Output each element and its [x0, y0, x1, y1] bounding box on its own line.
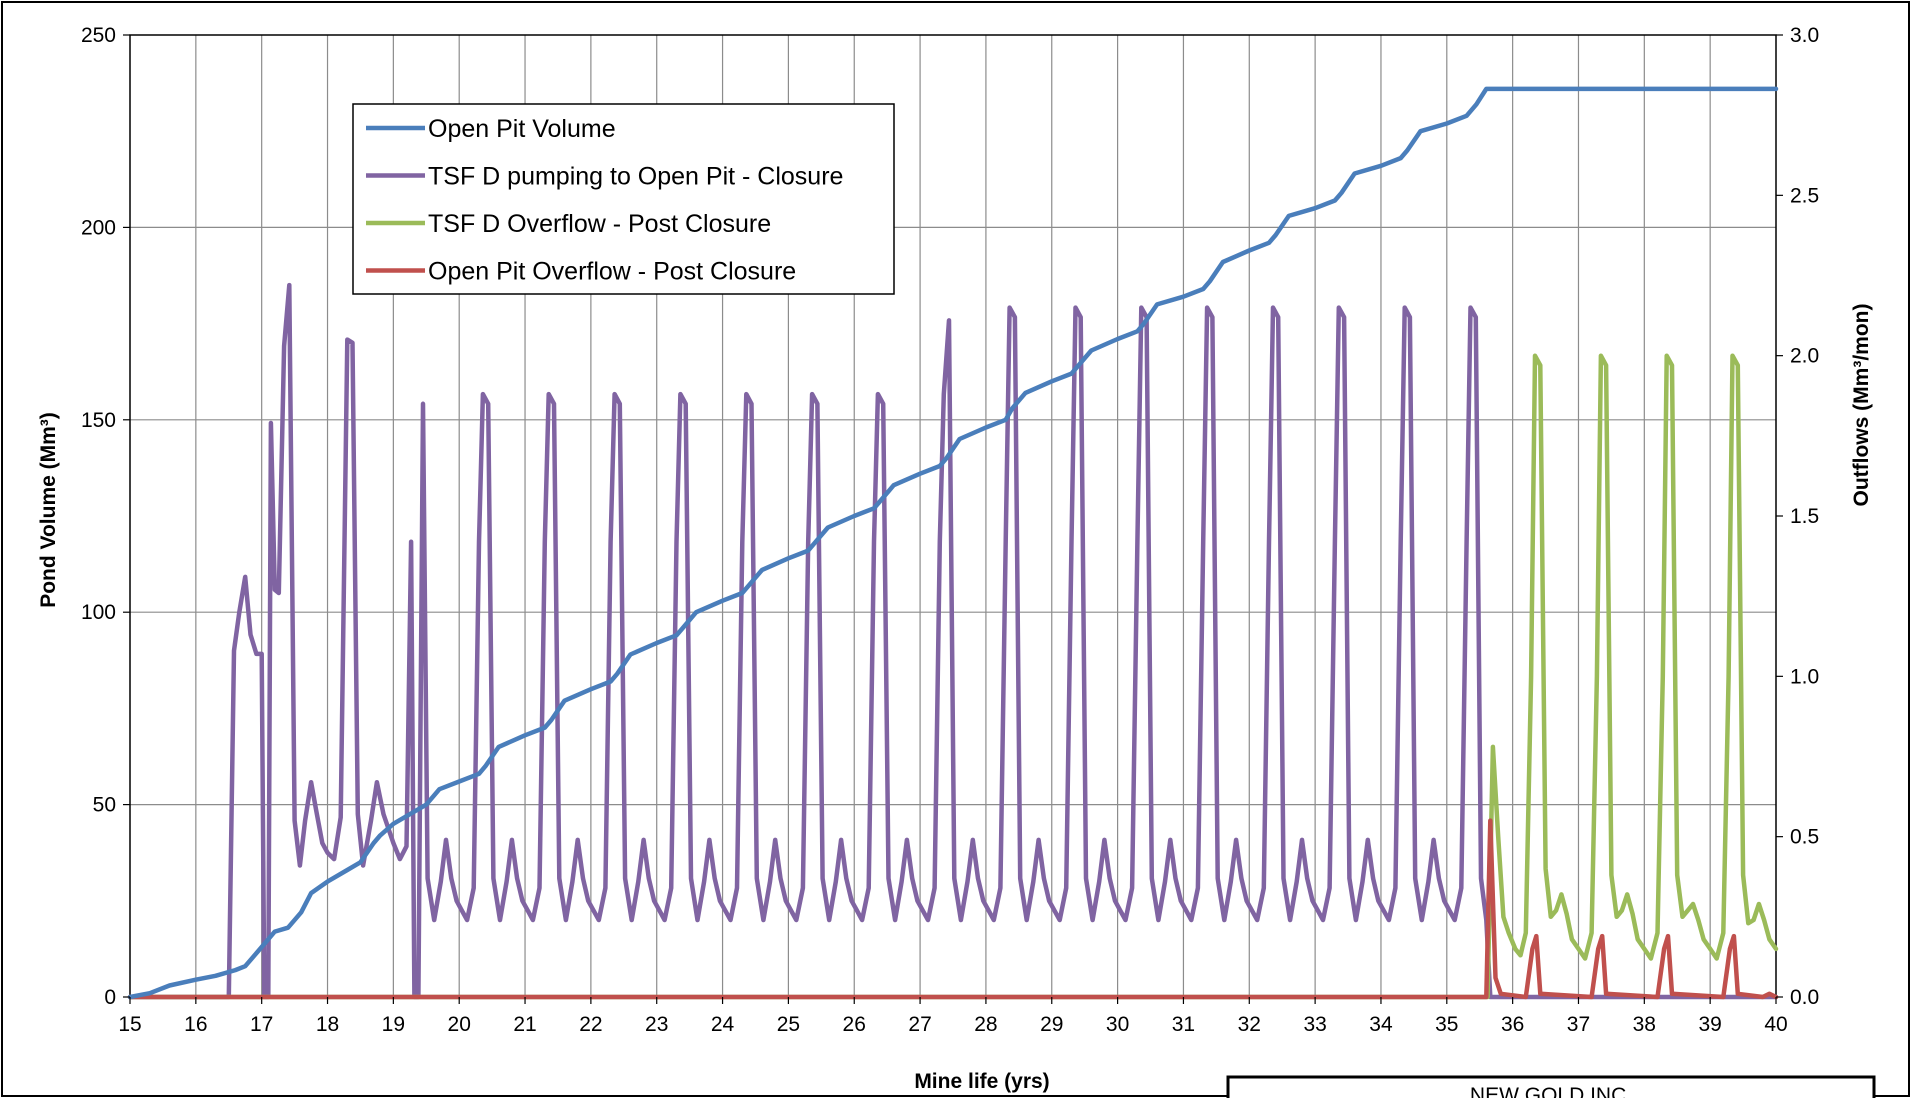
series-line-tsf-d-pumping-to-open-pit-closure — [127, 282, 1779, 1000]
x-tick-label: 37 — [1567, 1013, 1590, 1036]
series-group — [127, 86, 1779, 1000]
series-line-open-pit-overflow-post-closure — [127, 818, 1779, 1000]
x-tick-label: 31 — [1172, 1013, 1195, 1036]
series-line-tsf-d-overflow-post-closure — [127, 353, 1779, 1000]
y-tick-label: 0 — [104, 986, 116, 1009]
x-tick-label: 21 — [513, 1013, 536, 1036]
x-tick-label: 22 — [579, 1013, 602, 1036]
x-tick-label: 26 — [843, 1013, 866, 1036]
y-tick-label: 250 — [81, 24, 116, 47]
x-tick-label: 16 — [184, 1013, 207, 1036]
legend-label: Open Pit Overflow - Post Closure — [428, 258, 796, 286]
y2-tick-label: 2.0 — [1790, 345, 1819, 368]
x-tick-label: 25 — [777, 1013, 800, 1036]
x-tick-label: 19 — [382, 1013, 405, 1036]
legend-box — [352, 103, 895, 295]
y-axis-ticks: 0 50 100 150 200 250 — [81, 24, 130, 1009]
x-tick-label: 30 — [1106, 1013, 1129, 1036]
x-axis-ticks: 15 16 17 18 19 20 21 22 23 24 25 26 27 28 29 30 31 32 33 34… — [118, 997, 1788, 1036]
legend-label: Open Pit Volume — [428, 115, 616, 143]
y2-tick-label: 1.5 — [1790, 505, 1819, 528]
x-tick-label: 24 — [711, 1013, 735, 1036]
x-tick-label: 34 — [1369, 1013, 1393, 1036]
x-tick-label: 38 — [1633, 1013, 1656, 1036]
x-tick-label: 32 — [1238, 1013, 1261, 1036]
y2-tick-label: 0.0 — [1790, 986, 1819, 1009]
legend: Open Pit Volume TSF D pumping to Open Pit… — [352, 103, 895, 295]
title-block-box — [1226, 1075, 1876, 1098]
x-axis-title: Mine life (yrs) — [914, 1070, 1049, 1093]
y2-tick-label: 0.5 — [1790, 826, 1819, 849]
x-tick-label: 33 — [1303, 1013, 1326, 1036]
legend-label: TSF D Overflow - Post Closure — [428, 210, 771, 238]
y2-tick-label: 1.0 — [1790, 665, 1819, 688]
x-tick-label: 35 — [1435, 1013, 1458, 1036]
title-block-company: NEW GOLD INC. — [1470, 1084, 1632, 1098]
y-tick-label: 200 — [81, 216, 116, 239]
y2-axis-ticks: 0.0 0.5 1.0 1.5 2.0 2.5 3.0 — [1776, 24, 1819, 1009]
series-line-open-pit-volume — [127, 86, 1779, 1000]
x-tick-label: 15 — [118, 1013, 141, 1036]
x-tick-label: 29 — [1040, 1013, 1063, 1036]
x-tick-label: 18 — [316, 1013, 339, 1036]
y2-tick-label: 3.0 — [1790, 24, 1819, 47]
y-tick-label: 50 — [93, 794, 116, 817]
y2-tick-label: 2.5 — [1790, 184, 1819, 207]
y-axis-title: Pond Volume (Mm³) — [37, 412, 60, 608]
x-tick-label: 23 — [645, 1013, 668, 1036]
x-tick-label: 40 — [1764, 1013, 1787, 1036]
y2-axis-title: Outflows (Mm³/mon) — [1850, 304, 1873, 507]
title-block: NEW GOLD INC. — [1226, 1075, 1876, 1098]
x-tick-label: 17 — [250, 1013, 273, 1036]
y-tick-label: 150 — [81, 409, 116, 432]
x-tick-label: 28 — [974, 1013, 997, 1036]
x-tick-label: 27 — [908, 1013, 931, 1036]
legend-label: TSF D pumping to Open Pit - Closure — [428, 163, 843, 191]
x-tick-label: 39 — [1698, 1013, 1721, 1036]
y-tick-label: 100 — [81, 601, 116, 624]
x-tick-label: 20 — [448, 1013, 471, 1036]
x-tick-label: 36 — [1501, 1013, 1524, 1036]
